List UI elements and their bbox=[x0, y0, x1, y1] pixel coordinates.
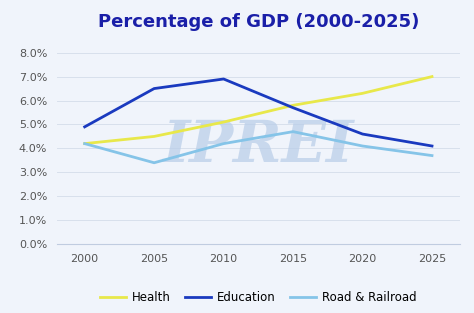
Line: Health: Health bbox=[85, 77, 432, 144]
Education bbox=[221, 77, 227, 81]
Education bbox=[429, 144, 435, 148]
Road & Railroad bbox=[360, 144, 365, 148]
Road & Railroad bbox=[151, 161, 157, 165]
Text: IPREI: IPREI bbox=[163, 118, 354, 175]
Road & Railroad bbox=[290, 130, 296, 134]
Legend: Health, Education, Road & Railroad: Health, Education, Road & Railroad bbox=[95, 287, 421, 309]
Education bbox=[290, 106, 296, 110]
Line: Road & Railroad: Road & Railroad bbox=[85, 132, 432, 163]
Title: Percentage of GDP (2000-2025): Percentage of GDP (2000-2025) bbox=[98, 13, 419, 31]
Line: Education: Education bbox=[85, 79, 432, 146]
Health bbox=[82, 142, 88, 146]
Health bbox=[360, 91, 365, 95]
Health bbox=[290, 103, 296, 107]
Road & Railroad bbox=[221, 142, 227, 146]
Road & Railroad bbox=[429, 154, 435, 157]
Education bbox=[360, 132, 365, 136]
Health bbox=[221, 120, 227, 124]
Education bbox=[82, 125, 88, 129]
Health bbox=[151, 135, 157, 138]
Road & Railroad bbox=[82, 142, 88, 146]
Health bbox=[429, 75, 435, 79]
Education bbox=[151, 87, 157, 90]
